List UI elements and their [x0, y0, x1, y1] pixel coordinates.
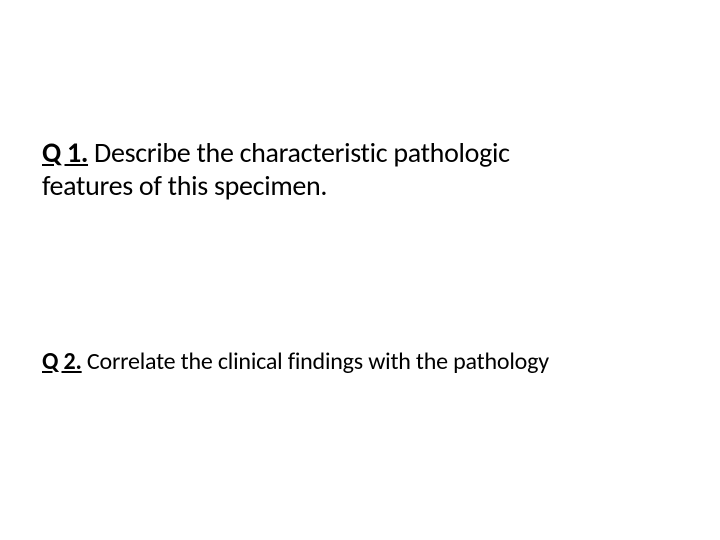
- q2-text: Correlate the clinical findings with the…: [82, 347, 549, 376]
- slide: Q 1. Describe the characteristic patholo…: [0, 0, 720, 540]
- q1-text: Describe the characteristic pathologic f…: [42, 135, 510, 203]
- question-1: Q 1. Describe the characteristic patholo…: [42, 136, 602, 202]
- question-2: Q 2. Correlate the clinical findings wit…: [42, 348, 682, 377]
- q1-label: Q 1.: [42, 135, 88, 170]
- q2-label: Q 2.: [42, 347, 82, 376]
